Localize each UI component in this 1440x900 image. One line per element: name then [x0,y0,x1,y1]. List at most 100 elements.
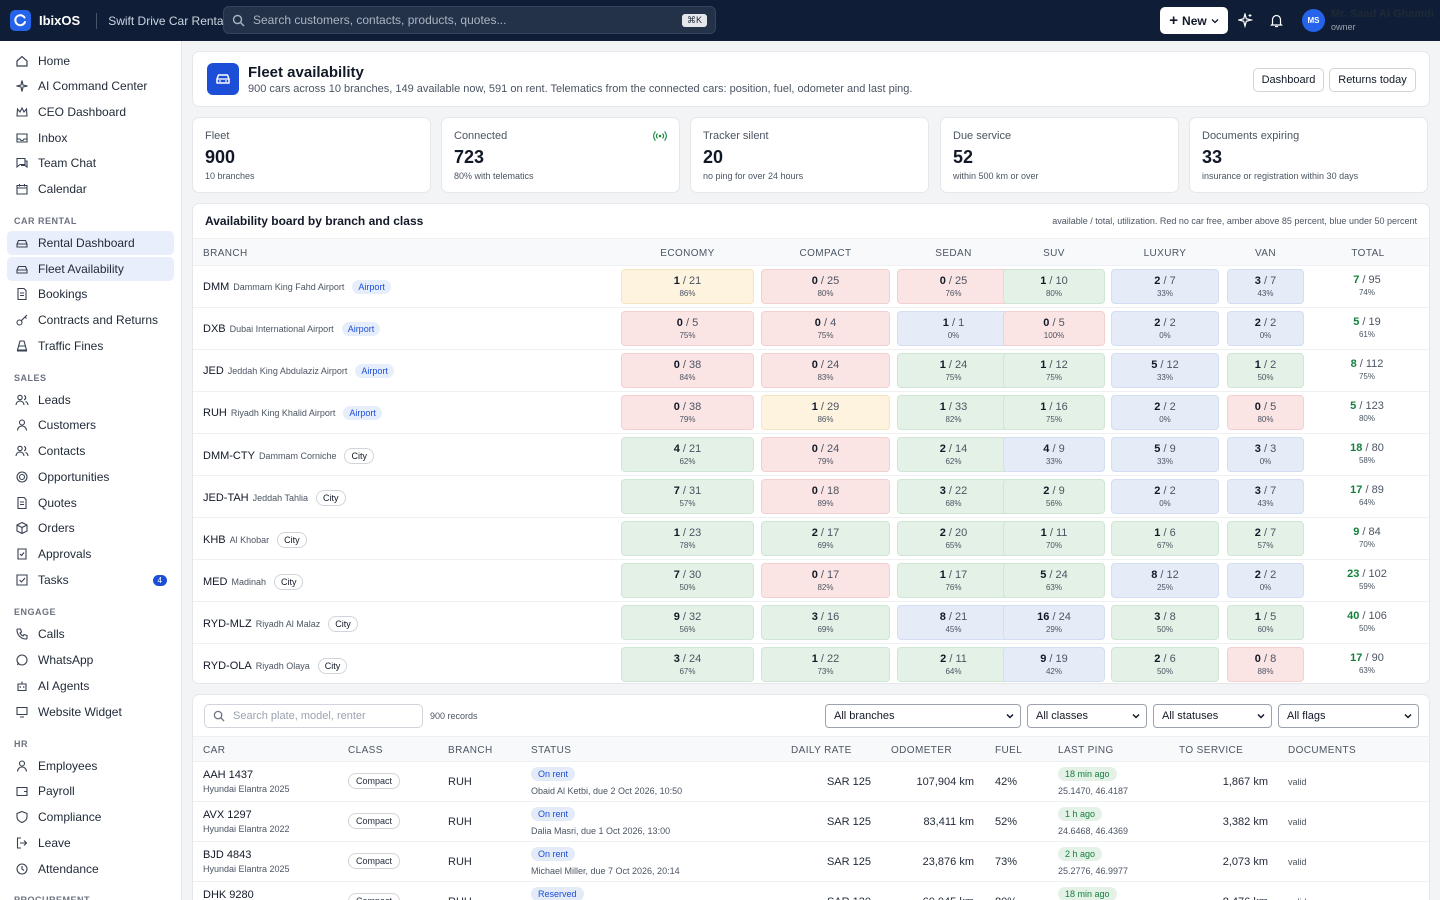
fleet-search-input[interactable]: Search plate, model, renter [204,704,423,728]
table-row[interactable]: AVX 1297 Hyundai Elantra 2022 Compact RUH On… [193,802,1429,842]
availability-cell[interactable]: 2 / 7 33% [1111,269,1219,304]
app-logo-icon[interactable] [10,10,31,31]
sidebar-item-leave[interactable]: Leave [7,831,174,855]
returns-today-button[interactable]: Returns today [1329,68,1416,92]
sidebar-item-ai-agents[interactable]: AI Agents [7,674,174,698]
sidebar-item-rental-dashboard[interactable]: Rental Dashboard [7,231,174,255]
availability-cell[interactable]: 1 / 22 73% [761,647,890,682]
availability-cell[interactable]: 0 / 25 76% [897,269,1010,304]
availability-cell[interactable]: 0 / 8 88% [1227,647,1304,682]
sidebar-item-ai-command-center[interactable]: AI Command Center [7,74,174,98]
sidebar-item-website-widget[interactable]: Website Widget [7,700,174,724]
availability-cell[interactable]: 1 / 11 70% [1003,521,1105,556]
sidebar-item-employees[interactable]: Employees [7,754,174,778]
availability-cell[interactable]: 2 / 9 56% [1003,479,1105,514]
availability-cell[interactable]: 2 / 17 69% [761,521,890,556]
dashboard-button[interactable]: Dashboard [1253,68,1324,92]
availability-cell[interactable]: 0 / 17 82% [761,563,890,598]
availability-cell[interactable]: 2 / 2 0% [1111,311,1219,346]
availability-cell[interactable]: 5 / 9 33% [1111,437,1219,472]
car-plate[interactable]: DHK 9280 [203,889,254,900]
availability-cell[interactable]: 5 / 12 33% [1111,353,1219,388]
availability-cell[interactable]: 8 / 21 45% [897,605,1010,640]
sidebar-item-approvals[interactable]: Approvals [7,542,174,566]
filter-select-all-branches[interactable]: All branches [825,704,1021,728]
availability-cell[interactable]: 3 / 7 43% [1227,479,1304,514]
sidebar-item-home[interactable]: Home [7,49,174,73]
car-plate[interactable]: AAH 1437 [203,769,254,781]
sparkle-icon[interactable] [1237,12,1254,29]
availability-cell[interactable]: 2 / 14 62% [897,437,1010,472]
availability-cell[interactable]: 1 / 23 78% [621,521,754,556]
availability-cell[interactable]: 7 / 30 50% [621,563,754,598]
availability-cell[interactable]: 3 / 8 50% [1111,605,1219,640]
availability-cell[interactable]: 0 / 24 83% [761,353,890,388]
sidebar-item-tasks[interactable]: Tasks 4 [7,568,174,592]
availability-cell[interactable]: 1 / 21 86% [621,269,754,304]
availability-cell[interactable]: 2 / 11 64% [897,647,1010,682]
availability-cell[interactable]: 4 / 21 62% [621,437,754,472]
sidebar-item-traffic-fines[interactable]: Traffic Fines [7,334,174,358]
availability-cell[interactable]: 1 / 17 76% [897,563,1010,598]
availability-cell[interactable]: 3 / 22 68% [897,479,1010,514]
sidebar-item-opportunities[interactable]: Opportunities [7,465,174,489]
sidebar-item-team-chat[interactable]: Team Chat [7,151,174,175]
availability-cell[interactable]: 4 / 9 33% [1003,437,1105,472]
sidebar-item-contacts[interactable]: Contacts [7,439,174,463]
table-row[interactable]: AAH 1437 Hyundai Elantra 2025 Compact RUH On… [193,762,1429,802]
bell-icon[interactable] [1268,12,1285,29]
sidebar-item-calendar[interactable]: Calendar [7,177,174,201]
availability-cell[interactable]: 1 / 5 60% [1227,605,1304,640]
availability-cell[interactable]: 2 / 2 0% [1227,563,1304,598]
availability-cell[interactable]: 1 / 2 50% [1227,353,1304,388]
availability-cell[interactable]: 2 / 20 65% [897,521,1010,556]
sidebar-item-payroll[interactable]: Payroll [7,779,174,803]
availability-cell[interactable]: 0 / 4 75% [761,311,890,346]
availability-cell[interactable]: 1 / 10 80% [1003,269,1105,304]
sidebar-item-fleet-availability[interactable]: Fleet Availability [7,257,174,281]
availability-cell[interactable]: 1 / 29 86% [761,395,890,430]
availability-cell[interactable]: 0 / 5 75% [621,311,754,346]
availability-cell[interactable]: 1 / 33 82% [897,395,1010,430]
sidebar-item-bookings[interactable]: Bookings [7,282,174,306]
availability-cell[interactable]: 2 / 7 57% [1227,521,1304,556]
sidebar-item-attendance[interactable]: Attendance [7,857,174,881]
availability-cell[interactable]: 0 / 24 79% [761,437,890,472]
availability-cell[interactable]: 16 / 24 29% [1003,605,1105,640]
sidebar-item-compliance[interactable]: Compliance [7,805,174,829]
sidebar-item-calls[interactable]: Calls [7,622,174,646]
availability-cell[interactable]: 0 / 25 80% [761,269,890,304]
availability-cell[interactable]: 0 / 38 79% [621,395,754,430]
avatar[interactable]: MS [1302,9,1325,32]
availability-cell[interactable]: 0 / 38 84% [621,353,754,388]
sidebar-item-customers[interactable]: Customers [7,413,174,437]
availability-cell[interactable]: 2 / 6 50% [1111,647,1219,682]
availability-cell[interactable]: 9 / 19 42% [1003,647,1105,682]
sidebar-item-whatsapp[interactable]: WhatsApp [7,648,174,672]
sidebar-item-ceo-dashboard[interactable]: CEO Dashboard [7,100,174,124]
table-row[interactable]: DHK 9280 Compact RUH Reserved SAR 130 60,045 … [193,882,1429,900]
sidebar-item-inbox[interactable]: Inbox [7,126,174,150]
availability-cell[interactable]: 2 / 2 0% [1227,311,1304,346]
sidebar-item-orders[interactable]: Orders [7,516,174,540]
table-row[interactable]: BJD 4843 Hyundai Elantra 2025 Compact RUH On… [193,842,1429,882]
availability-cell[interactable]: 3 / 7 43% [1227,269,1304,304]
availability-cell[interactable]: 5 / 24 63% [1003,563,1105,598]
availability-cell[interactable]: 1 / 16 75% [1003,395,1105,430]
availability-cell[interactable]: 1 / 6 67% [1111,521,1219,556]
availability-cell[interactable]: 0 / 5 100% [1003,311,1105,346]
car-plate[interactable]: BJD 4843 [203,849,252,861]
global-search-input[interactable]: Search customers, contacts, products, qu… [223,6,716,34]
new-button[interactable]: + New [1160,7,1228,34]
availability-cell[interactable]: 2 / 2 0% [1111,395,1219,430]
availability-cell[interactable]: 3 / 16 69% [761,605,890,640]
availability-cell[interactable]: 8 / 12 25% [1111,563,1219,598]
availability-cell[interactable]: 0 / 5 80% [1227,395,1304,430]
sidebar-item-quotes[interactable]: Quotes [7,491,174,515]
availability-cell[interactable]: 2 / 2 0% [1111,479,1219,514]
sidebar-item-leads[interactable]: Leads [7,388,174,412]
user-name[interactable]: Mr. Saad Al Ghamdi [1331,8,1434,20]
availability-cell[interactable]: 3 / 24 67% [621,647,754,682]
filter-select-all-statuses[interactable]: All statuses [1153,704,1272,728]
filter-select-all-classes[interactable]: All classes [1027,704,1147,728]
